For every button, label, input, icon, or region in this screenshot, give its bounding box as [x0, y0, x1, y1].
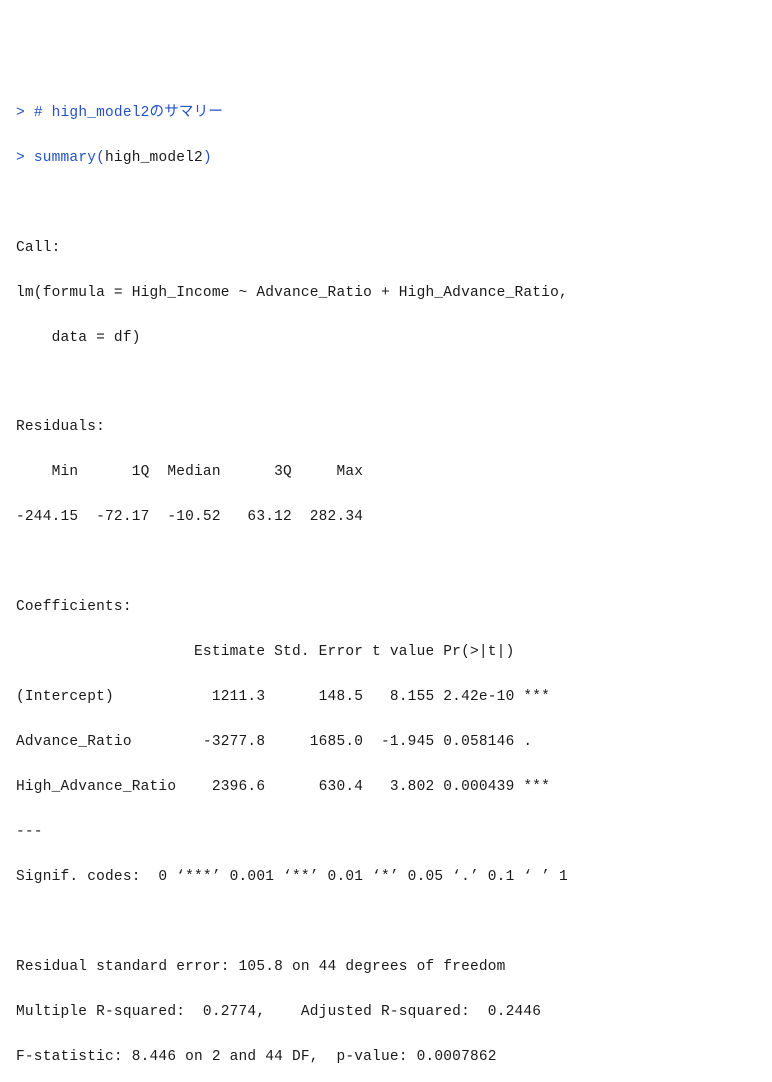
- call-formula-line2: data = df): [16, 327, 756, 349]
- signif-codes-line: Signif. codes: 0 ‘***’ 0.001 ‘**’ 0.01 ‘…: [16, 866, 756, 888]
- prompt-symbol: >: [16, 105, 25, 121]
- separator-line: ---: [16, 821, 756, 843]
- residuals-header: Residuals:: [16, 416, 756, 438]
- coefficients-header: Coefficients:: [16, 596, 756, 618]
- call-header: Call:: [16, 237, 756, 259]
- r-comment: # high_model2のサマリー: [34, 105, 223, 121]
- coefficients-row-intercept: (Intercept) 1211.3 148.5 8.155 2.42e-10 …: [16, 686, 756, 708]
- blank-line: [16, 192, 756, 214]
- prompt-symbol: >: [16, 150, 25, 166]
- r-arg: high_model2: [105, 150, 203, 166]
- residual-std-error-line: Residual standard error: 105.8 on 44 deg…: [16, 956, 756, 978]
- residuals-columns: Min 1Q Median 3Q Max: [16, 461, 756, 483]
- call-formula-line1: lm(formula = High_Income ~ Advance_Ratio…: [16, 282, 756, 304]
- blank-line: [16, 551, 756, 573]
- coefficients-row-advance-ratio: Advance_Ratio -3277.8 1685.0 -1.945 0.05…: [16, 731, 756, 753]
- f-statistic-line: F-statistic: 8.446 on 2 and 44 DF, p-val…: [16, 1046, 756, 1068]
- console-input-call-line: > summary(high_model2): [16, 147, 756, 169]
- blank-line: [16, 372, 756, 394]
- console-input-comment-line: > # high_model2のサマリー: [16, 102, 756, 124]
- coefficients-row-high-advance-ratio: High_Advance_Ratio 2396.6 630.4 3.802 0.…: [16, 776, 756, 798]
- r-function-name: summary: [34, 150, 96, 166]
- r-squared-line: Multiple R-squared: 0.2774, Adjusted R-s…: [16, 1001, 756, 1023]
- coefficients-columns: Estimate Std. Error t value Pr(>|t|): [16, 641, 756, 663]
- residuals-values: -244.15 -72.17 -10.52 63.12 282.34: [16, 506, 756, 528]
- blank-line: [16, 911, 756, 933]
